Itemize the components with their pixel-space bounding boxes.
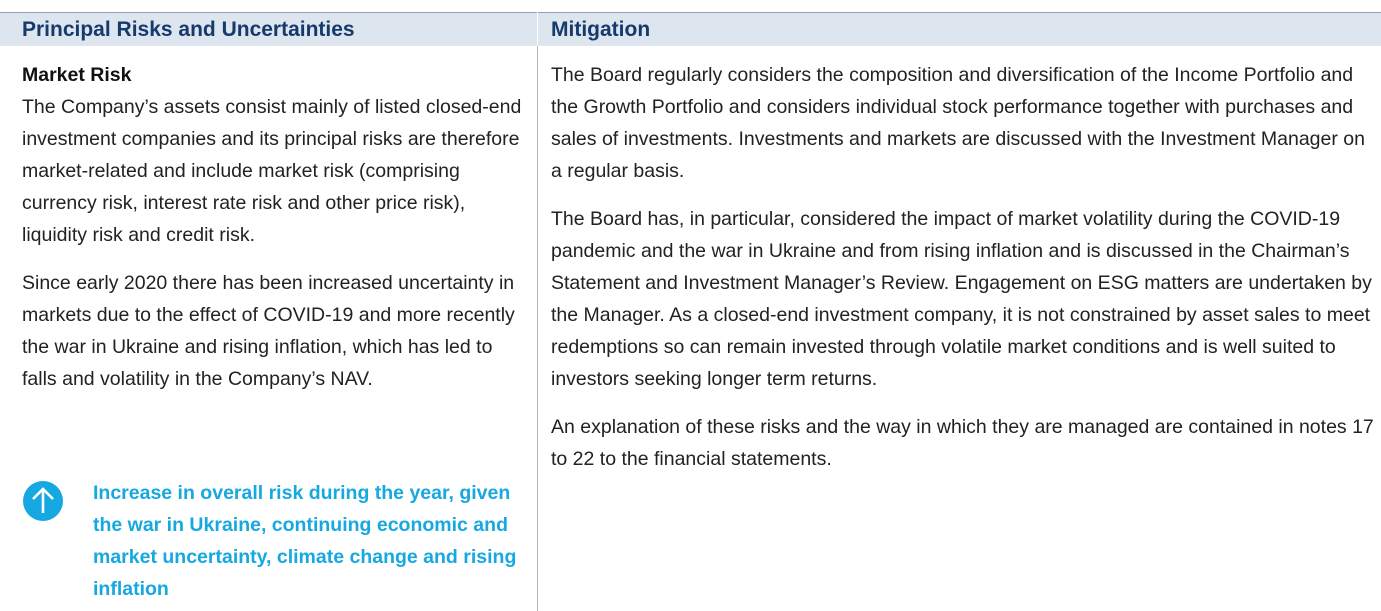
risk-title: Market Risk [22, 64, 132, 86]
paragraph: The Company’s assets consist mainly of l… [22, 96, 522, 246]
risk-cell: Market Risk The Company’s assets consist… [22, 59, 532, 411]
column-header: Principal Risks and Uncertainties [0, 12, 537, 46]
paragraph: The Board regularly considers the compos… [551, 64, 1365, 182]
divider [537, 46, 538, 611]
mitigation-cell: The Board regularly considers the compos… [551, 59, 1381, 491]
up-arrow-icon [23, 481, 63, 521]
paragraph: An explanation of these risks and the wa… [551, 416, 1374, 470]
divider [537, 12, 538, 46]
callout-text: Increase in overall risk during the year… [93, 482, 517, 600]
risk-trend: Increase in overall risk during the year… [22, 477, 542, 605]
paragraph: The Board has, in particular, considered… [551, 208, 1372, 390]
column-header: Mitigation [538, 12, 1381, 46]
paragraph: Since early 2020 there has been increase… [22, 272, 515, 390]
